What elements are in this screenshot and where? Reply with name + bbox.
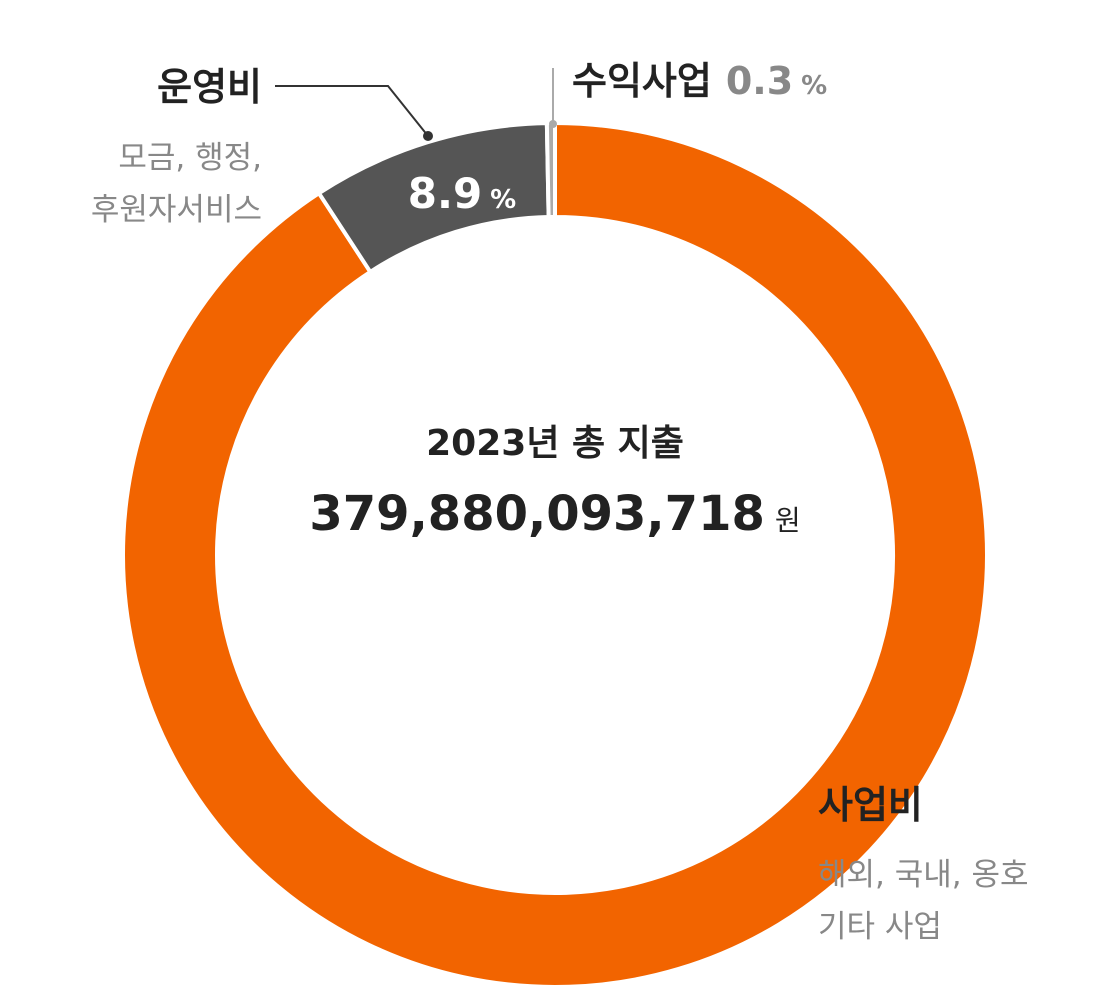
center-total: 379,880,093,718 원 <box>309 486 800 542</box>
operating-cost-desc-line-0: 모금, 행정, <box>118 140 262 176</box>
operating-cost-label: 운영비 <box>157 65 262 109</box>
program-cost-desc-line-0: 해외, 국내, 옹호 <box>818 857 1029 893</box>
operating-cost-desc-line-1: 후원자서비스 <box>91 192 262 228</box>
slice-2 <box>544 120 557 220</box>
program-cost-label: 사업비 <box>818 783 923 827</box>
slice-value-label-1: 8.9% <box>408 169 516 218</box>
slice-0 <box>121 120 989 989</box>
revenue-business-label: 수익사업 0.3% <box>572 59 827 103</box>
revenue-business-leader-dot <box>549 120 557 128</box>
slice-value-label-0: 90.8% <box>490 797 640 851</box>
operating-cost-leader-dot <box>423 131 433 141</box>
program-cost-desc-line-1: 기타 사업 <box>818 909 942 945</box>
center-title: 2023년 총 지출 <box>426 423 684 464</box>
program-cost-leader-dot <box>890 683 900 693</box>
operating-cost-leader-line <box>275 85 429 137</box>
